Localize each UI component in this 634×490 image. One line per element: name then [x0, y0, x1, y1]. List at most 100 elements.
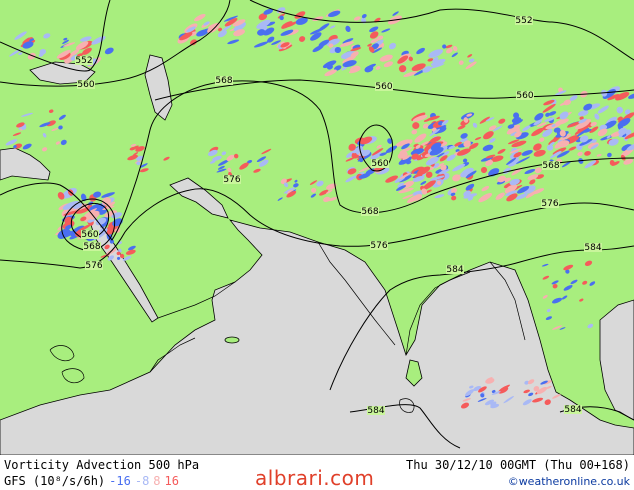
vorticity-cell	[568, 146, 577, 151]
vorticity-cell	[397, 182, 404, 188]
vorticity-cell	[484, 399, 495, 406]
vorticity-cell	[454, 141, 462, 147]
vorticity-cell	[227, 39, 240, 45]
legend-item: 8	[153, 474, 161, 488]
vorticity-cell	[542, 295, 548, 299]
vorticity-cell	[328, 197, 337, 202]
vorticity-cell	[542, 103, 556, 113]
vorticity-cell	[529, 179, 536, 185]
vorticity-cell	[326, 189, 333, 194]
vorticity-cell	[469, 142, 479, 150]
vorticity-cell	[415, 144, 421, 149]
vorticity-cell	[370, 38, 379, 44]
vorticity-cell	[263, 27, 275, 36]
vorticity-cell	[577, 151, 583, 156]
vorticity-cell	[347, 168, 357, 175]
chart-footer: Vorticity Advection 500 hPa Thu 30/12/10…	[0, 455, 634, 490]
vorticity-cell	[507, 139, 520, 145]
vorticity-cell	[324, 69, 337, 77]
vorticity-cell	[503, 395, 514, 404]
vorticity-cell	[318, 23, 330, 32]
vorticity-cell	[58, 114, 66, 120]
vorticity-cell	[224, 17, 238, 27]
contour-label-bg	[541, 199, 559, 208]
vorticity-cell	[579, 298, 584, 302]
vorticity-cell	[253, 168, 261, 173]
vorticity-cell	[385, 145, 398, 154]
vorticity-cell	[485, 159, 494, 166]
vorticity-cell	[552, 283, 558, 289]
vorticity-cell	[469, 385, 474, 389]
contour-label: 584	[367, 406, 384, 416]
vorticity-cell	[575, 121, 590, 130]
vorticity-cell	[22, 37, 34, 45]
contour-552-ne	[249, 0, 634, 61]
vorticity-cell	[611, 161, 620, 166]
vorticity-cell	[21, 112, 33, 117]
vorticity-cell	[462, 158, 468, 163]
vorticity-cell	[62, 200, 80, 210]
contour-568-inner	[61, 198, 116, 251]
vorticity-cell	[429, 136, 441, 143]
vorticity-cell	[345, 175, 356, 183]
vorticity-cell	[316, 180, 324, 187]
vorticity-cell	[584, 260, 593, 266]
vorticity-cell	[591, 139, 597, 143]
vorticity-cell	[527, 379, 535, 385]
vorticity-cell	[329, 25, 336, 29]
vorticity-cell	[263, 8, 274, 15]
vorticity-cell	[506, 157, 517, 165]
vorticity-cell	[58, 125, 63, 130]
vorticity-cell	[468, 58, 475, 63]
vorticity-cell	[544, 399, 551, 406]
vorticity-cell	[402, 194, 414, 199]
contour-label: 576	[85, 261, 102, 271]
vorticity-cell	[129, 146, 136, 151]
copyright-link[interactable]: ©weatheronline.co.uk	[507, 475, 630, 488]
vorticity-cell	[509, 178, 520, 186]
vorticity-cell	[402, 155, 411, 160]
contour-label: 584	[584, 243, 601, 253]
vorticity-cell	[366, 63, 377, 69]
vorticity-cell	[524, 380, 530, 385]
color-legend: -16 -8 8 16	[105, 474, 179, 488]
vorticity-cell	[441, 119, 449, 126]
vorticity-cell	[294, 11, 306, 19]
vorticity-cell	[369, 26, 379, 33]
vorticity-cell	[429, 147, 444, 156]
vorticity-cell	[265, 21, 276, 26]
vorticity-cell	[577, 110, 589, 117]
vorticity-cell	[434, 194, 445, 199]
vorticity-cell	[531, 127, 545, 137]
vorticity-cell	[56, 49, 71, 59]
vorticity-cell	[333, 65, 342, 71]
contour-label-bg	[516, 91, 534, 100]
vorticity-cell	[436, 180, 442, 185]
vorticity-cell	[439, 155, 448, 162]
vorticity-cell	[522, 125, 531, 132]
vorticity-cell	[119, 253, 125, 259]
sea-areas	[0, 54, 634, 455]
vorticity-cell	[399, 147, 412, 154]
vorticity-cell	[117, 256, 121, 260]
contour-label: 568	[361, 207, 378, 217]
island-outline	[399, 398, 415, 413]
vorticity-cell	[102, 205, 115, 210]
vorticity-cell	[395, 185, 407, 191]
vorticity-cell	[542, 275, 550, 280]
vorticity-cell	[101, 197, 112, 206]
vorticity-cell	[513, 112, 520, 119]
chart-datetime: Thu 30/12/10 00GMT (Thu 00+168)	[406, 458, 630, 472]
vorticity-cell	[524, 168, 536, 175]
vorticity-cell	[559, 129, 566, 137]
vorticity-cell	[587, 142, 599, 150]
contour-label: 584	[564, 405, 581, 415]
vorticity-cell	[5, 139, 18, 146]
vorticity-cell	[246, 160, 253, 164]
vorticity-cell	[122, 255, 132, 261]
vorticity-cell	[196, 29, 209, 37]
vorticity-cell	[130, 143, 137, 147]
vorticity-cell	[383, 61, 394, 68]
vorticity-cell	[551, 280, 559, 285]
vorticity-cell	[63, 37, 68, 41]
